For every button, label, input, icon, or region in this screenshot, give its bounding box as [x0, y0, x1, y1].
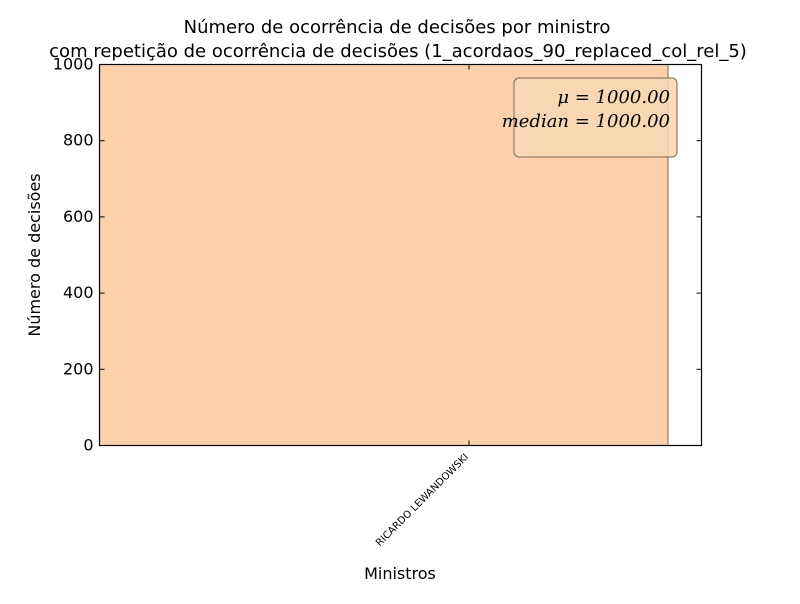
- y-tick-label-1: 200: [63, 359, 94, 378]
- chart-title-line-1: Número de ocorrência de decisões por min…: [184, 17, 611, 38]
- y-tick-label-5: 1000: [53, 55, 94, 74]
- chart-title-line-2: com repetição de ocorrência de decisões …: [49, 41, 747, 62]
- stats-median-text: median = 1000.00: [502, 111, 670, 132]
- plot-frame: [98, 63, 703, 447]
- y-tick-label-0: 0: [83, 436, 93, 455]
- stats-box-background: [513, 77, 678, 158]
- stats-mean-text: μ = 1000.00: [557, 87, 670, 108]
- y-tick-label-4: 800: [63, 131, 94, 150]
- x-tick-label-0: RICARDO LEWANDOWSKI: [374, 452, 471, 549]
- y-tick-label-3: 600: [63, 207, 94, 226]
- stats-box: μ = 1000.00 median = 1000.00: [502, 77, 678, 158]
- y-axis-ticks: 0 200 400 600 800 1000: [53, 55, 702, 455]
- x-axis-label: Ministros: [364, 564, 436, 583]
- y-tick-label-2: 400: [63, 283, 94, 302]
- y-axis-label: Número de decisões: [25, 173, 44, 336]
